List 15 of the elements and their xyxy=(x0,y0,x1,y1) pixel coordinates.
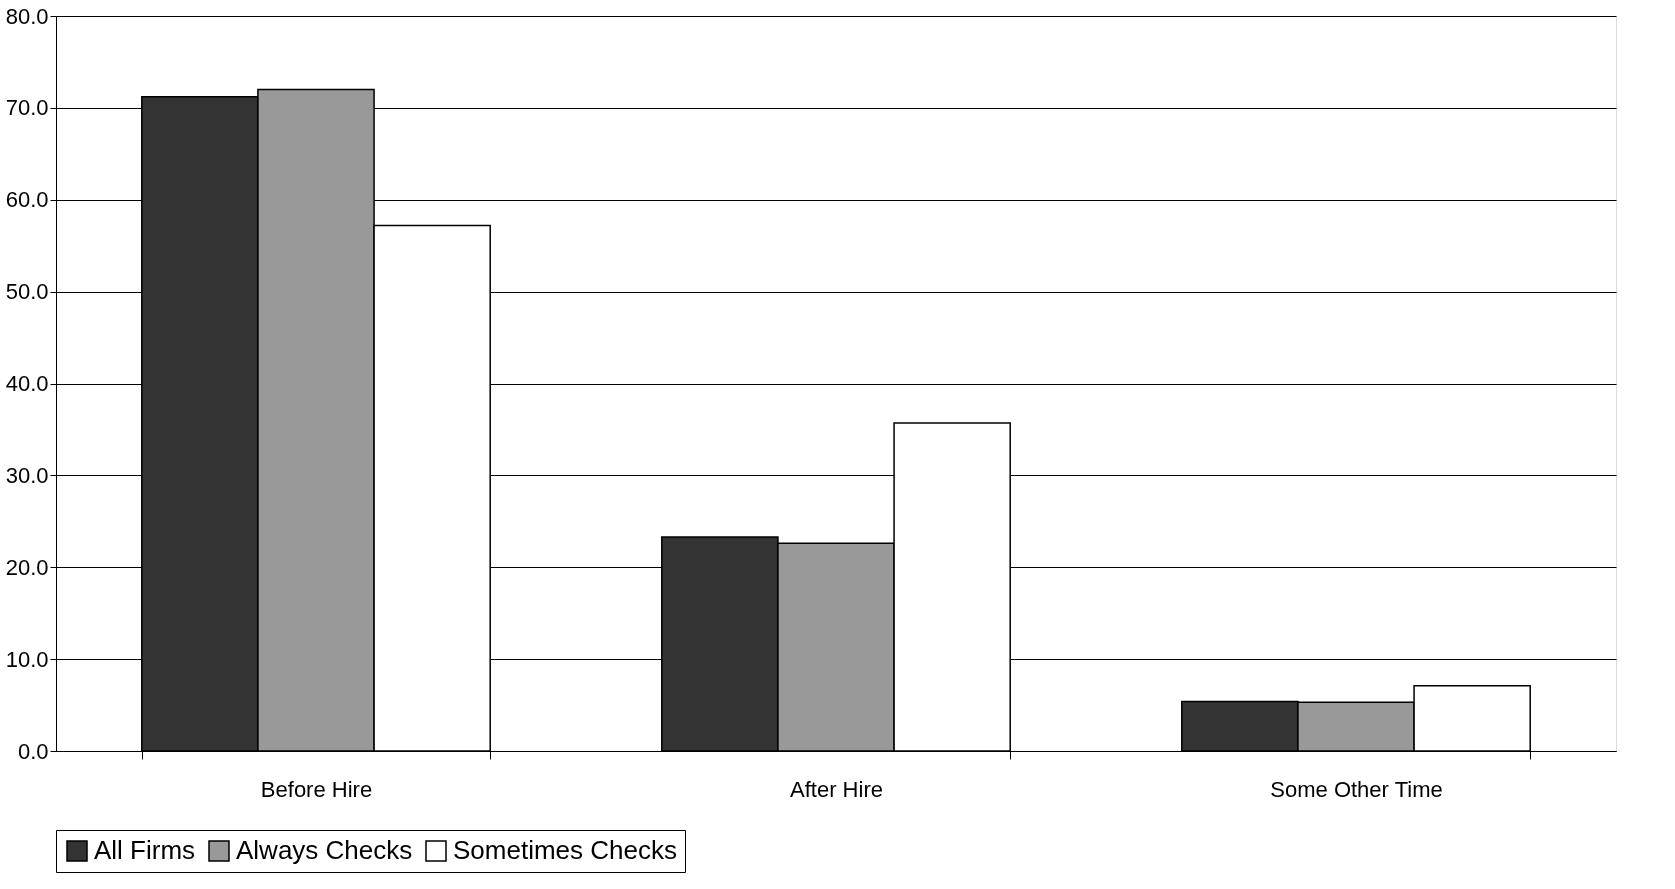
x-tick-label: Before Hire xyxy=(260,776,373,802)
y-tick-label: 50.0 xyxy=(5,279,49,305)
legend-label: Sometimes Checks xyxy=(453,835,677,865)
y-tick-label: 0.0 xyxy=(17,738,49,764)
y-tick-label: 30.0 xyxy=(5,462,49,488)
y-tick-label: 60.0 xyxy=(5,187,49,213)
y-tick-label: 80.0 xyxy=(5,3,49,29)
y-tick-label: 20.0 xyxy=(5,554,49,580)
y-tick-label: 40.0 xyxy=(5,371,49,396)
legend-label: All Firms xyxy=(94,835,196,865)
legend-label: Always Checks xyxy=(236,835,413,865)
y-tick-label: 10.0 xyxy=(5,646,49,672)
y-tick-label: 70.0 xyxy=(5,95,49,121)
x-tick-label: After Hire xyxy=(790,776,883,802)
x-tick-label: Some Other Time xyxy=(1270,776,1443,802)
